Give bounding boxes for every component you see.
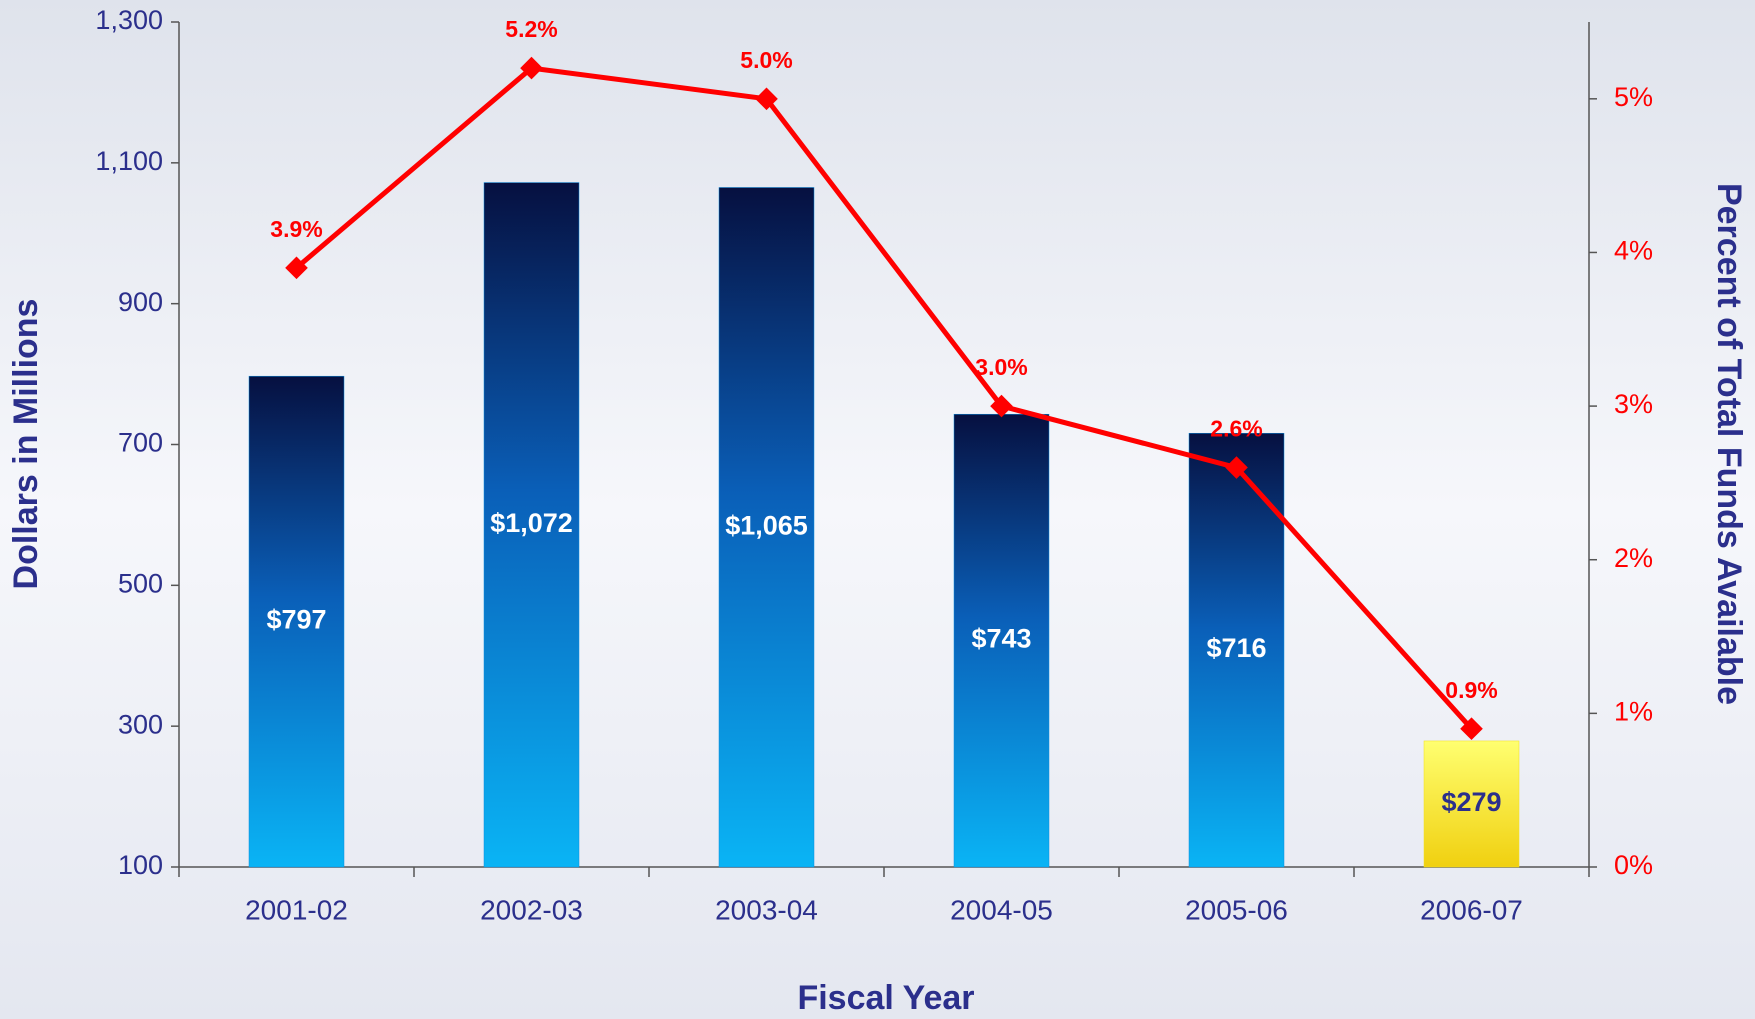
y-tick-label: 500 (118, 568, 163, 598)
y2-tick-label: 1% (1614, 696, 1653, 726)
x-tick-label: 2002-03 (480, 894, 583, 925)
y-tick-label: 1,300 (95, 5, 163, 35)
line-value-label: 2.6% (1210, 416, 1262, 442)
line-value-label: 3.9% (270, 216, 322, 242)
bar (248, 375, 345, 868)
x-tick-label: 2004-05 (950, 894, 1053, 925)
marker (1460, 717, 1483, 741)
y-tick-label: 100 (118, 850, 163, 880)
y2-tick-label: 3% (1614, 389, 1653, 419)
bar (1423, 740, 1520, 868)
x-tick-label: 2001-02 (245, 894, 348, 925)
line-value-label: 3.0% (975, 354, 1027, 380)
marker (990, 394, 1013, 418)
marker (285, 256, 308, 280)
marker (755, 87, 778, 111)
line-value-label: 0.9% (1445, 677, 1497, 703)
y-axis-title: Dollars in Millions (7, 299, 45, 590)
y2-tick-label: 0% (1614, 850, 1653, 880)
bar-value-label: $1,072 (490, 508, 573, 538)
y2-tick-label: 4% (1614, 236, 1653, 266)
bar (953, 413, 1050, 868)
line-value-label: 5.2% (505, 16, 557, 42)
line (294, 65, 1474, 731)
y-tick-label: 300 (118, 709, 163, 739)
bar-value-label: $279 (1441, 787, 1501, 817)
x-tick-label: 2003-04 (715, 894, 818, 925)
line-value-label: 5.0% (740, 47, 792, 73)
y-tick-label: 900 (118, 287, 163, 317)
y2-tick-label: 5% (1614, 82, 1653, 112)
x-tick-label: 2005-06 (1185, 894, 1288, 925)
bar-value-label: $1,065 (725, 510, 808, 540)
x-axis-title: Fiscal Year (797, 979, 974, 1017)
x-tick-label: 2006-07 (1420, 894, 1523, 925)
bar-value-label: $743 (971, 624, 1031, 654)
y-tick-label: 700 (118, 428, 163, 458)
y2-axis-title: Percent of Total Funds Available (1710, 183, 1748, 705)
bar (483, 182, 580, 868)
bar-value-label: $716 (1206, 633, 1266, 663)
marker (1225, 456, 1248, 479)
y2-tick-label: 2% (1614, 543, 1653, 573)
bar (718, 187, 815, 868)
bar-value-label: $797 (266, 605, 326, 635)
y-tick-label: 1,100 (95, 146, 163, 176)
